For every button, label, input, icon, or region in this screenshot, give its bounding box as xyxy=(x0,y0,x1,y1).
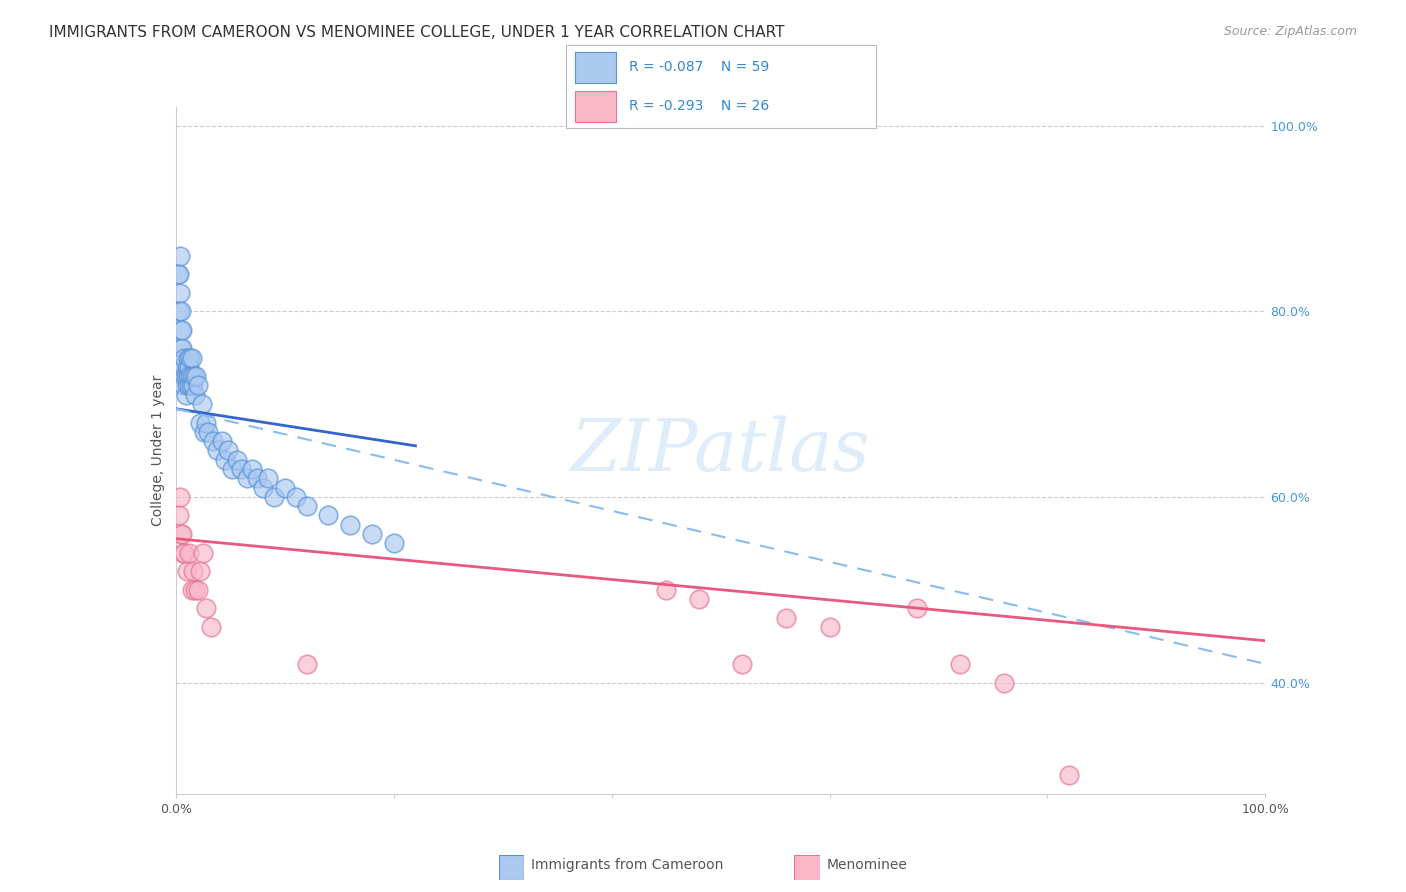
Point xyxy=(339,517,361,532)
Point xyxy=(177,351,200,365)
Point xyxy=(1057,768,1080,782)
Point xyxy=(360,527,382,541)
Point xyxy=(949,657,972,671)
Point xyxy=(688,591,710,606)
Point xyxy=(225,452,247,467)
Point xyxy=(181,582,204,597)
Point xyxy=(179,351,201,365)
Text: Immigrants from Cameroon: Immigrants from Cameroon xyxy=(531,858,724,872)
Point xyxy=(257,471,280,485)
Point xyxy=(172,323,194,337)
Point xyxy=(167,267,190,281)
Point xyxy=(186,378,209,392)
Point xyxy=(188,416,211,430)
Point xyxy=(172,545,194,559)
Point xyxy=(169,490,191,504)
Point xyxy=(177,545,200,559)
Point xyxy=(170,527,193,541)
Point xyxy=(217,443,239,458)
Point xyxy=(183,369,205,384)
Point xyxy=(274,481,297,495)
Point xyxy=(173,369,195,384)
Point xyxy=(195,416,218,430)
Point xyxy=(167,267,190,281)
Point xyxy=(195,601,218,615)
Y-axis label: College, Under 1 year: College, Under 1 year xyxy=(150,375,165,526)
Point xyxy=(197,425,219,439)
Point xyxy=(214,452,236,467)
Point xyxy=(173,351,195,365)
Point xyxy=(201,434,224,449)
Point xyxy=(184,388,207,402)
Point xyxy=(188,564,211,578)
Point xyxy=(186,369,208,384)
Point xyxy=(172,359,194,374)
Point xyxy=(818,620,841,634)
Point xyxy=(246,471,269,485)
Point xyxy=(993,675,1015,690)
Bar xyxy=(575,53,616,83)
Point xyxy=(174,369,197,384)
Point xyxy=(181,564,204,578)
Point xyxy=(169,285,191,300)
Point xyxy=(170,304,193,318)
Point xyxy=(193,425,215,439)
Point xyxy=(295,657,318,671)
Point xyxy=(172,342,194,356)
Point xyxy=(177,369,200,384)
Text: R = -0.293    N = 26: R = -0.293 N = 26 xyxy=(628,99,769,113)
Point xyxy=(176,564,198,578)
Point xyxy=(231,462,253,476)
Point xyxy=(177,378,200,392)
Text: IMMIGRANTS FROM CAMEROON VS MENOMINEE COLLEGE, UNDER 1 YEAR CORRELATION CHART: IMMIGRANTS FROM CAMEROON VS MENOMINEE CO… xyxy=(49,25,785,40)
Point xyxy=(167,304,190,318)
Text: R = -0.087    N = 59: R = -0.087 N = 59 xyxy=(628,60,769,74)
Point xyxy=(382,536,405,550)
Point xyxy=(184,582,207,597)
Bar xyxy=(575,91,616,121)
Point xyxy=(172,359,194,374)
Point xyxy=(167,508,190,523)
Text: Source: ZipAtlas.com: Source: ZipAtlas.com xyxy=(1223,25,1357,38)
Point xyxy=(172,378,194,392)
Point xyxy=(731,657,754,671)
Point xyxy=(221,462,243,476)
Text: Menominee: Menominee xyxy=(827,858,908,872)
Point xyxy=(170,323,193,337)
Point xyxy=(170,342,193,356)
Point xyxy=(172,527,194,541)
Point xyxy=(181,351,204,365)
Point xyxy=(176,359,198,374)
Point xyxy=(191,545,214,559)
Point xyxy=(169,248,191,262)
Point xyxy=(905,601,928,615)
Point xyxy=(295,499,318,513)
Point xyxy=(177,359,200,374)
Point xyxy=(173,545,195,559)
Point xyxy=(240,462,263,476)
FancyBboxPatch shape xyxy=(565,45,876,128)
Point xyxy=(186,582,209,597)
Point xyxy=(179,369,201,384)
Point xyxy=(176,378,198,392)
Point xyxy=(318,508,340,523)
Point xyxy=(191,397,214,411)
Point xyxy=(284,490,307,504)
Point xyxy=(181,378,204,392)
Point xyxy=(205,443,228,458)
Point xyxy=(655,582,678,597)
Text: ZIPatlas: ZIPatlas xyxy=(571,415,870,486)
Point xyxy=(211,434,233,449)
Point xyxy=(200,620,222,634)
Point xyxy=(181,369,204,384)
Point xyxy=(775,610,797,624)
Point xyxy=(252,481,274,495)
Point xyxy=(235,471,257,485)
Point xyxy=(180,378,202,392)
Point xyxy=(174,388,197,402)
Point xyxy=(263,490,285,504)
